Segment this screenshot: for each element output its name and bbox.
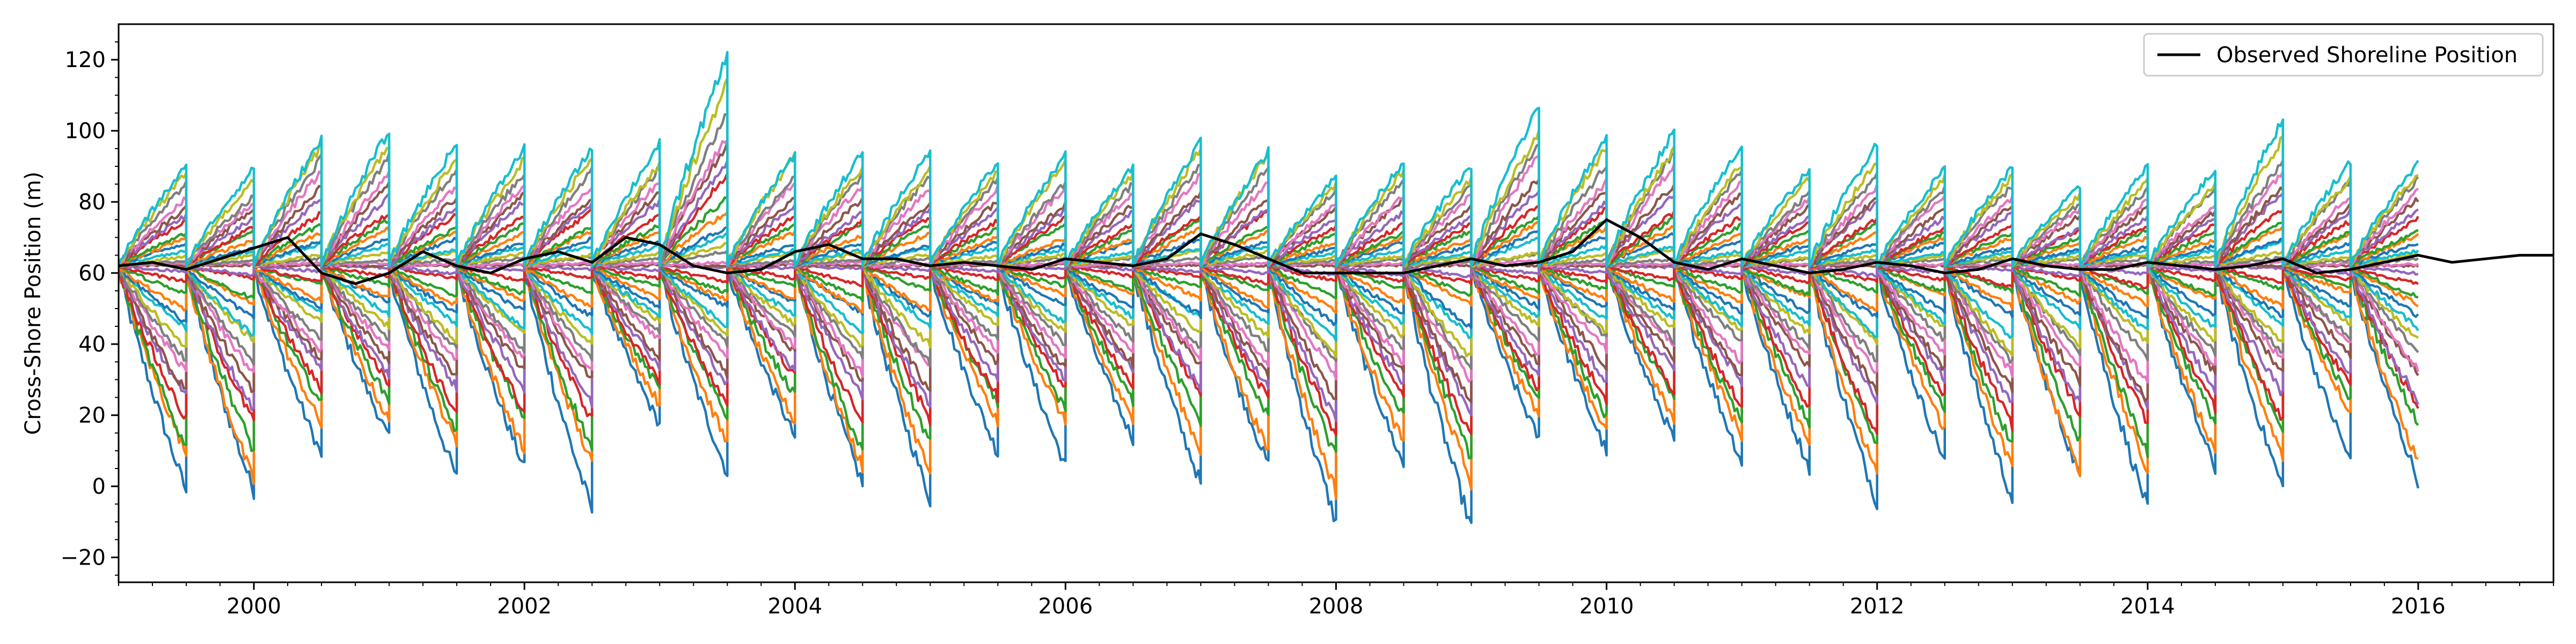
x-axis: 2000 2002 2004 2006 2008 2010 2012 2014 2016 xyxy=(118,582,2554,619)
x-tick-label: 2006 xyxy=(1038,594,1093,619)
y-tick-label: 120 xyxy=(65,48,106,72)
observed-series-group xyxy=(119,218,2553,286)
x-tick-label: 2004 xyxy=(767,594,822,619)
ensemble-series-group xyxy=(119,50,2420,524)
y-tick-label: 40 xyxy=(78,332,106,357)
y-tick-label: 100 xyxy=(65,119,106,144)
y-tick-label: 20 xyxy=(78,404,106,428)
y-tick-label: 0 xyxy=(92,474,106,499)
y-tick-label: 60 xyxy=(78,261,106,286)
x-tick-label: 2012 xyxy=(1850,594,1905,619)
x-tick-label: 2008 xyxy=(1309,594,1364,619)
y-axis: −20 0 20 40 60 80 100 120 xyxy=(61,41,119,576)
y-tick-label: 80 xyxy=(78,190,106,215)
legend: Observed Shoreline Position xyxy=(2143,33,2544,77)
legend-label-observed: Observed Shoreline Position xyxy=(2216,43,2518,68)
ensemble-series-line xyxy=(119,50,2419,267)
observed-series-line xyxy=(119,218,2553,286)
legend-box xyxy=(2143,33,2544,77)
y-tick-label: −20 xyxy=(61,546,106,570)
x-tick-label: 2002 xyxy=(497,594,552,619)
x-tick-label: 2010 xyxy=(1579,594,1634,619)
x-tick-label: 2016 xyxy=(2391,594,2446,619)
y-axis-label: Cross-Shore Position (m) xyxy=(21,172,46,435)
x-tick-label: 2000 xyxy=(226,594,281,619)
x-tick-label: 2014 xyxy=(2120,594,2175,619)
